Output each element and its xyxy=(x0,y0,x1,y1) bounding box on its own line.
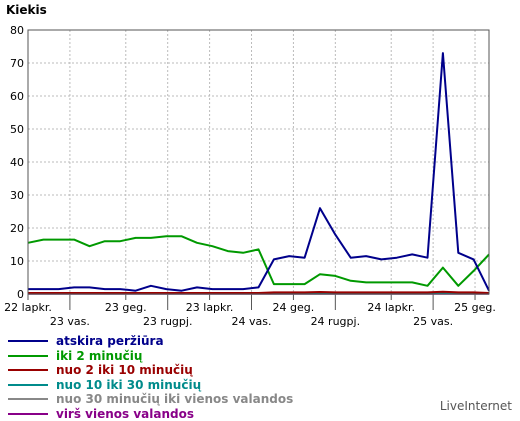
y-tick-label: 60 xyxy=(10,90,24,103)
x-tick-label: 23 vas. xyxy=(50,315,90,328)
x-tick-label: 25 geg. xyxy=(454,301,496,314)
x-tick-label: 24 rugpj. xyxy=(311,315,361,328)
y-tick-label: 70 xyxy=(10,57,24,70)
legend-item: nuo 30 minučių iki vienos valandos xyxy=(8,392,293,407)
legend-swatch xyxy=(8,340,48,342)
y-tick-labels: 0 10 20 30 40 50 60 70 80 xyxy=(10,24,24,301)
y-tick-label: 10 xyxy=(10,255,24,268)
line-chart: Kiekis 0 10 20 30 40 50 60 70 80 22 lapkr. 23 geg… xyxy=(0,0,520,334)
y-tick-label: 0 xyxy=(17,288,24,301)
y-tick-label: 50 xyxy=(10,123,24,136)
legend-label: nuo 10 iki 30 minučių xyxy=(56,378,201,392)
series-line xyxy=(28,53,489,291)
x-tick-label: 23 geg. xyxy=(105,301,147,314)
series-line xyxy=(28,292,489,293)
x-tick-label: 24 vas. xyxy=(232,315,272,328)
x-tick-label: 22 lapkr. xyxy=(4,301,52,314)
y-tick-label: 40 xyxy=(10,156,24,169)
grid xyxy=(28,30,489,294)
legend-swatch xyxy=(8,369,48,371)
y-axis-title: Kiekis xyxy=(6,3,47,17)
legend-swatch xyxy=(8,355,48,357)
legend-swatch xyxy=(8,398,48,400)
legend-swatch xyxy=(8,413,48,415)
x-tick-label: 24 geg. xyxy=(273,301,315,314)
x-tick-labels: 22 lapkr. 23 geg. 23 lapkr. 24 geg. 24 lapkr… xyxy=(4,294,496,328)
x-tick-label: 25 vas. xyxy=(413,315,453,328)
legend-item: virš vienos valandos xyxy=(8,407,293,421)
x-tick-label: 24 lapkr. xyxy=(367,301,415,314)
legend-item: iki 2 minučių xyxy=(8,349,293,364)
legend-label: iki 2 minučių xyxy=(56,349,142,363)
legend-swatch xyxy=(8,384,48,386)
brand-label: LiveInternet xyxy=(440,399,512,413)
legend-item: nuo 10 iki 30 minučių xyxy=(8,378,293,393)
series-lines xyxy=(28,53,489,294)
legend-label: nuo 2 iki 10 minučių xyxy=(56,363,193,377)
y-tick-label: 20 xyxy=(10,222,24,235)
legend-label: nuo 30 minučių iki vienos valandos xyxy=(56,392,293,406)
x-tick-label: 23 lapkr. xyxy=(186,301,234,314)
legend-item: nuo 2 iki 10 minučių xyxy=(8,363,293,378)
legend-item: atskira peržiūra xyxy=(8,334,293,349)
x-tick-label: 23 rugpj. xyxy=(143,315,193,328)
legend-label: virš vienos valandos xyxy=(56,407,194,421)
y-tick-label: 30 xyxy=(10,189,24,202)
legend-label: atskira peržiūra xyxy=(56,334,164,348)
y-tick-label: 80 xyxy=(10,24,24,37)
